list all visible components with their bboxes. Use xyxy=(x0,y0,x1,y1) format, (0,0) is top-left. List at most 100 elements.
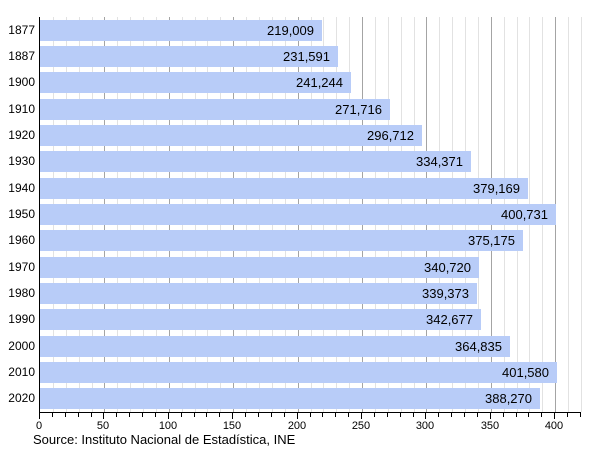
x-axis-tick xyxy=(194,413,195,417)
bar: 342,677 xyxy=(40,309,481,331)
x-axis-tick-label: 350 xyxy=(480,420,500,432)
bar-value-label: 339,373 xyxy=(422,286,469,301)
x-axis-tick xyxy=(78,413,79,417)
year-label: 1910 xyxy=(8,101,35,116)
x-axis-tick-label: 50 xyxy=(96,420,110,432)
x-axis-tick xyxy=(155,413,156,417)
bar-value-label: 388,270 xyxy=(485,391,532,407)
x-axis-tick xyxy=(168,413,169,419)
bar: 379,169 xyxy=(40,177,528,199)
x-axis-tick xyxy=(438,413,439,417)
x-axis-tick xyxy=(103,413,104,419)
year-label: 1920 xyxy=(8,128,35,142)
x-axis-tick xyxy=(232,413,233,419)
x-axis-tick-label: 400 xyxy=(544,420,564,432)
x-axis-tick xyxy=(528,413,529,417)
x-axis-tick xyxy=(116,413,117,417)
x-axis-tick-label: 250 xyxy=(351,420,371,432)
bar: 219,009 xyxy=(40,19,322,41)
x-axis-tick xyxy=(335,413,336,417)
x-axis: 0 50 100 150 200 250 300 350 400 xyxy=(36,413,584,437)
x-axis-tick-label: 0 xyxy=(35,420,43,432)
bar-value-label: 219,009 xyxy=(267,22,314,38)
x-axis-tick xyxy=(413,413,414,417)
year-label: 1960 xyxy=(8,233,35,248)
x-axis-tick xyxy=(181,413,182,417)
x-axis-tick xyxy=(322,413,323,417)
x-axis-tick xyxy=(580,413,581,417)
x-axis-tick-label: 100 xyxy=(158,420,178,432)
x-axis-tick xyxy=(284,413,285,417)
year-label: 1940 xyxy=(8,180,35,195)
year-label: 1900 xyxy=(8,75,35,90)
bar: 334,371 xyxy=(40,151,471,173)
bar: 241,244 xyxy=(40,72,351,94)
x-axis-tick xyxy=(348,413,349,417)
source-note: Source: Instituto Nacional de Estadístic… xyxy=(33,432,296,447)
x-axis-tick xyxy=(142,413,143,417)
bar-value-label: 334,371 xyxy=(416,154,463,170)
bar-value-label: 340,720 xyxy=(424,259,471,275)
x-axis-tick-label: 300 xyxy=(415,420,435,432)
year-label: 1990 xyxy=(8,312,35,327)
x-axis-tick xyxy=(400,413,401,417)
bar: 388,270 xyxy=(40,388,540,410)
x-axis-tick xyxy=(464,413,465,417)
year-label: 1887 xyxy=(8,49,35,63)
x-axis-tick xyxy=(477,413,478,417)
x-axis-tick xyxy=(567,413,568,417)
bar: 364,835 xyxy=(40,335,510,357)
bar: 400,731 xyxy=(40,204,556,225)
year-label: 2010 xyxy=(8,365,35,379)
minor-gridline xyxy=(581,17,582,412)
bar-value-label: 364,835 xyxy=(455,338,502,354)
bar-value-label: 342,677 xyxy=(426,312,473,328)
x-axis-tick-label: 200 xyxy=(287,420,307,432)
bar: 339,373 xyxy=(40,283,477,304)
year-label: 2000 xyxy=(8,338,35,353)
year-label: 1980 xyxy=(8,286,35,300)
x-axis-tick xyxy=(258,413,259,417)
bar: 231,591 xyxy=(40,46,338,67)
plot-area: 219,009 231,591 241,244 271,716 296,712 334,3… xyxy=(39,17,582,413)
bar: 401,580 xyxy=(40,362,557,383)
x-axis-tick xyxy=(297,413,298,419)
bar-value-label: 271,716 xyxy=(335,101,382,117)
year-label: 1930 xyxy=(8,154,35,169)
x-axis-tick xyxy=(361,413,362,419)
x-axis-tick xyxy=(387,413,388,417)
bar: 375,175 xyxy=(40,230,523,252)
year-label: 1877 xyxy=(8,22,35,37)
year-label: 1950 xyxy=(8,207,35,221)
x-axis-tick xyxy=(129,413,130,417)
bar-value-label: 379,169 xyxy=(473,180,520,196)
minor-gridline xyxy=(568,17,569,412)
x-axis-tick xyxy=(219,413,220,417)
x-axis-tick xyxy=(490,413,491,419)
x-axis-tick xyxy=(91,413,92,417)
x-axis-tick xyxy=(516,413,517,417)
x-axis-tick xyxy=(425,413,426,419)
x-axis-tick xyxy=(503,413,504,417)
x-axis-tick xyxy=(39,413,40,419)
x-axis-tick xyxy=(52,413,53,417)
x-axis-tick xyxy=(245,413,246,417)
bar-value-label: 241,244 xyxy=(296,75,343,91)
bar-value-label: 375,175 xyxy=(468,233,515,249)
bar-value-label: 231,591 xyxy=(283,49,330,64)
bar: 271,716 xyxy=(40,98,390,120)
year-label: 2020 xyxy=(8,391,35,406)
bar-value-label: 401,580 xyxy=(502,365,549,380)
year-label: 1970 xyxy=(8,259,35,274)
x-axis-tick xyxy=(310,413,311,417)
x-axis-tick xyxy=(451,413,452,417)
x-axis-tick xyxy=(206,413,207,417)
bar-value-label: 296,712 xyxy=(367,128,414,143)
bar: 340,720 xyxy=(40,256,479,278)
bar-value-label: 400,731 xyxy=(501,207,548,222)
x-axis-tick xyxy=(554,413,555,419)
bar: 296,712 xyxy=(40,125,422,146)
x-axis-tick xyxy=(65,413,66,417)
x-axis-tick xyxy=(374,413,375,417)
